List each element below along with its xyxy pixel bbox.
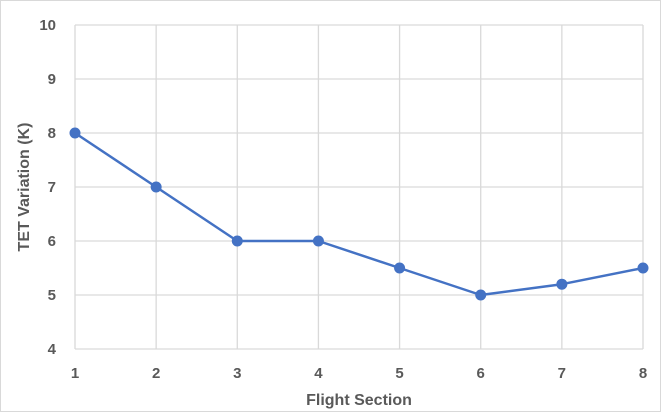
- grid: [74, 24, 644, 350]
- data-point: [475, 289, 487, 301]
- data-point: [231, 235, 243, 247]
- x-tick-label: 3: [233, 365, 241, 382]
- data-point: [637, 262, 649, 274]
- y-tick-label: 7: [48, 179, 56, 196]
- x-axis-tick-labels: 1 2 3 4 5 6 7 8: [71, 365, 647, 382]
- y-axis-tick-labels: 4 5 6 7 8 9 10: [39, 17, 56, 358]
- y-axis-title: TET Variation (K): [16, 123, 33, 252]
- data-point: [312, 235, 324, 247]
- y-tick-label: 9: [48, 71, 56, 88]
- x-axis-title: Flight Section: [306, 392, 412, 409]
- y-tick-label: 10: [39, 17, 56, 34]
- y-tick-label: 8: [48, 125, 56, 142]
- x-tick-label: 4: [314, 365, 323, 382]
- y-tick-label: 4: [48, 341, 57, 358]
- data-point: [150, 181, 162, 193]
- data-point: [69, 127, 81, 139]
- series-line: [74, 131, 644, 297]
- x-tick-label: 8: [639, 365, 647, 382]
- y-tick-label: 5: [48, 287, 56, 304]
- data-point: [556, 278, 568, 290]
- y-tick-label: 6: [48, 233, 56, 250]
- x-tick-label: 7: [558, 365, 566, 382]
- x-tick-label: 1: [71, 365, 79, 382]
- x-tick-label: 6: [477, 365, 485, 382]
- data-point: [394, 262, 406, 274]
- x-tick-label: 5: [395, 365, 403, 382]
- x-tick-label: 2: [152, 365, 160, 382]
- series-group: [69, 127, 649, 301]
